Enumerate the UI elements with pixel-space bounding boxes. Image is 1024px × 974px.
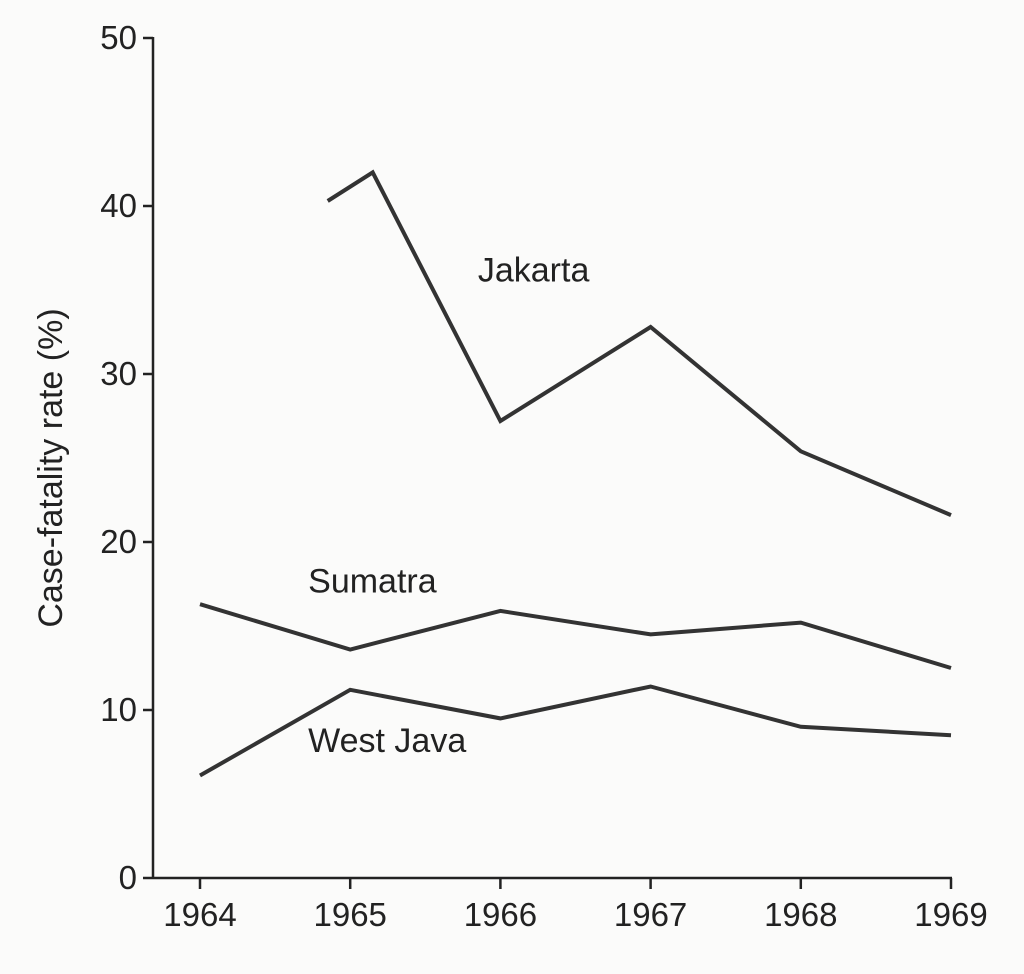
data-point-sumatra-2 <box>498 609 502 613</box>
data-point-sumatra-4 <box>799 621 803 625</box>
series-label-jakarta: Jakarta <box>478 252 590 290</box>
x-tick-label-1969: 1969 <box>914 896 987 933</box>
series-line-west-java <box>199 684 952 778</box>
y-tick-label-0: 0 <box>119 859 137 896</box>
data-point-west-java-1 <box>348 688 352 692</box>
data-point-sumatra-5 <box>949 666 953 670</box>
x-tick-label-1965: 1965 <box>313 896 386 933</box>
data-point-west-java-3 <box>649 684 653 688</box>
series-jakarta <box>326 169 953 517</box>
series-labels: Jakarta Sumatra West Java <box>308 252 589 760</box>
data-point-west-java-4 <box>799 725 803 729</box>
data-point-sumatra-1 <box>348 648 352 652</box>
x-tick-label-1966: 1966 <box>464 896 537 933</box>
data-point-west-java-0 <box>198 774 202 778</box>
y-tick-label-30: 30 <box>100 355 137 392</box>
data-point-sumatra-3 <box>649 632 653 636</box>
series-west-java <box>198 684 953 778</box>
series-label-west-java: West Java <box>308 722 466 760</box>
series-sumatra <box>198 602 953 670</box>
series-line-sumatra <box>199 602 952 670</box>
series-label-sumatra: Sumatra <box>308 562 437 600</box>
x-tick-label-1968: 1968 <box>764 896 837 933</box>
y-axis-title: Case-fatality rate (%) <box>32 308 70 627</box>
data-point-jakarta-2 <box>498 419 502 423</box>
y-tick-label-20: 20 <box>100 523 137 560</box>
data-point-west-java-5 <box>949 733 953 737</box>
series-line-jakarta <box>326 169 952 517</box>
y-tick-label-50: 50 <box>100 19 137 56</box>
data-point-jakarta-3 <box>649 325 653 329</box>
x-tick-label-1967: 1967 <box>614 896 687 933</box>
y-tick-label-10: 10 <box>100 691 137 728</box>
data-point-sumatra-0 <box>198 602 202 606</box>
data-point-jakarta-0 <box>326 199 330 203</box>
data-point-jakarta-5 <box>949 513 953 517</box>
y-tick-label-40: 40 <box>100 187 137 224</box>
x-axis-ticks: 1964 1965 1966 1967 1968 1969 <box>163 878 988 933</box>
series-lines <box>198 169 953 778</box>
data-point-west-java-2 <box>498 716 502 720</box>
y-axis-ticks: 0 10 20 30 40 50 <box>100 19 153 896</box>
data-point-jakarta-1 <box>371 170 375 174</box>
axes <box>151 37 952 880</box>
x-tick-label-1964: 1964 <box>163 896 236 933</box>
data-point-jakarta-4 <box>799 449 803 453</box>
